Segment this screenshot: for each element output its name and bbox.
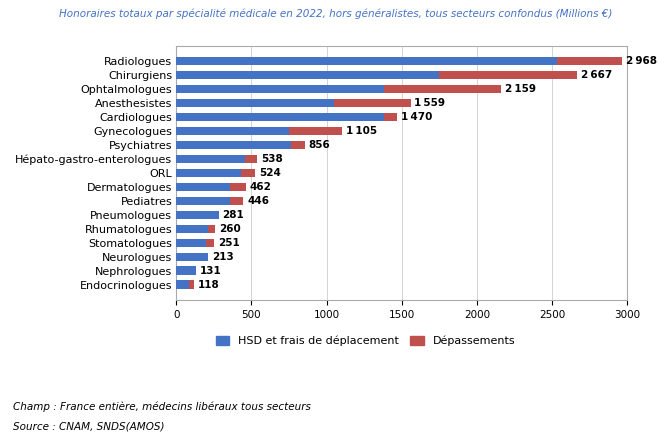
- Bar: [176, 57, 556, 65]
- Bar: [206, 238, 214, 247]
- Bar: [556, 57, 622, 65]
- Text: 213: 213: [212, 252, 234, 262]
- Bar: [230, 183, 246, 191]
- Bar: [176, 127, 289, 135]
- Bar: [176, 280, 189, 289]
- Text: 260: 260: [219, 224, 241, 234]
- Text: 2 667: 2 667: [581, 70, 612, 80]
- Text: 524: 524: [259, 168, 281, 178]
- Bar: [176, 155, 245, 163]
- Bar: [176, 85, 384, 93]
- Bar: [334, 99, 411, 107]
- Text: 281: 281: [222, 210, 244, 220]
- Bar: [176, 183, 230, 191]
- Bar: [176, 113, 384, 121]
- Bar: [176, 238, 206, 247]
- Bar: [176, 266, 196, 275]
- Text: 1 105: 1 105: [346, 126, 377, 136]
- Text: Source : CNAM, SNDS(AMOS): Source : CNAM, SNDS(AMOS): [13, 422, 165, 432]
- Legend: HSD et frais de déplacement, Dépassements: HSD et frais de déplacement, Dépassement…: [212, 331, 519, 351]
- Bar: [176, 225, 208, 233]
- Bar: [384, 85, 501, 93]
- Text: 856: 856: [308, 140, 331, 150]
- Bar: [176, 71, 439, 79]
- Bar: [189, 280, 194, 289]
- Bar: [230, 197, 243, 205]
- Bar: [208, 225, 215, 233]
- Text: 1 470: 1 470: [401, 112, 432, 122]
- Bar: [176, 252, 208, 261]
- Text: 251: 251: [218, 238, 239, 248]
- Bar: [245, 155, 257, 163]
- Bar: [290, 141, 305, 149]
- Bar: [439, 71, 577, 79]
- Bar: [289, 127, 342, 135]
- Text: 118: 118: [198, 279, 220, 290]
- Text: Champ : France entière, médecins libéraux tous secteurs: Champ : France entière, médecins libérau…: [13, 402, 311, 412]
- Text: 446: 446: [247, 196, 269, 206]
- Bar: [176, 197, 230, 205]
- Bar: [176, 99, 334, 107]
- Text: 2 968: 2 968: [626, 56, 657, 66]
- Text: 131: 131: [200, 266, 222, 276]
- Bar: [241, 169, 255, 177]
- Bar: [176, 211, 218, 219]
- Text: 2 159: 2 159: [505, 84, 536, 94]
- Bar: [176, 169, 241, 177]
- Text: 538: 538: [261, 154, 283, 164]
- Text: 462: 462: [249, 182, 271, 192]
- Text: 1 559: 1 559: [415, 98, 446, 108]
- Text: Honoraires totaux par spécialité médicale en 2022, hors généralistes, tous secte: Honoraires totaux par spécialité médical…: [59, 9, 613, 19]
- Bar: [176, 141, 290, 149]
- Bar: [384, 113, 397, 121]
